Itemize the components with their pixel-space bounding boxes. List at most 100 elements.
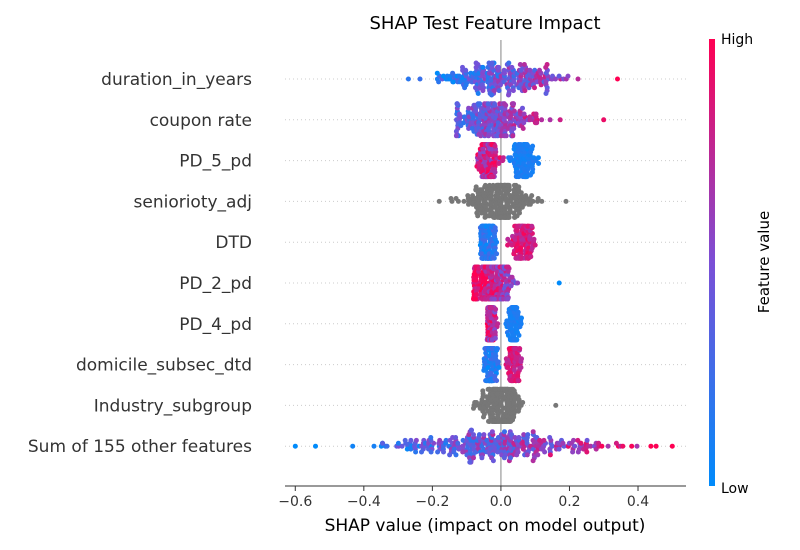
point bbox=[542, 449, 548, 455]
point bbox=[516, 435, 522, 440]
point bbox=[453, 133, 459, 139]
point bbox=[461, 198, 467, 204]
point bbox=[460, 64, 465, 70]
point bbox=[553, 76, 558, 82]
point bbox=[547, 117, 553, 123]
point bbox=[571, 437, 576, 443]
point bbox=[468, 427, 474, 433]
point bbox=[513, 305, 519, 311]
point bbox=[505, 264, 511, 270]
point bbox=[448, 196, 454, 201]
point bbox=[524, 142, 530, 148]
point bbox=[539, 198, 545, 204]
point bbox=[453, 196, 459, 201]
x-ticks: −0.6 −0.4 −0.2 0.0 0.2 0.4 bbox=[278, 486, 649, 510]
point bbox=[490, 255, 496, 261]
point bbox=[428, 435, 434, 440]
point bbox=[530, 198, 536, 204]
point bbox=[413, 437, 419, 443]
point bbox=[529, 223, 535, 229]
point bbox=[508, 455, 513, 461]
point bbox=[495, 359, 501, 365]
point bbox=[544, 62, 550, 67]
point bbox=[584, 437, 590, 443]
colorbar-low-label: Low bbox=[721, 481, 749, 497]
colorbar-title: Feature value bbox=[755, 211, 773, 313]
point bbox=[511, 101, 516, 107]
point bbox=[481, 414, 486, 420]
point bbox=[527, 114, 533, 120]
point bbox=[518, 365, 524, 370]
point bbox=[556, 446, 562, 452]
point bbox=[460, 437, 466, 443]
point bbox=[530, 458, 536, 464]
point bbox=[515, 394, 521, 400]
point bbox=[535, 196, 541, 201]
point bbox=[493, 306, 499, 312]
point bbox=[456, 111, 462, 117]
point bbox=[476, 432, 482, 438]
point bbox=[536, 161, 542, 166]
point bbox=[496, 161, 502, 166]
point bbox=[521, 120, 527, 126]
point bbox=[532, 67, 538, 73]
point bbox=[500, 155, 506, 161]
point bbox=[506, 182, 512, 188]
point bbox=[634, 443, 640, 449]
point bbox=[648, 443, 654, 449]
point bbox=[434, 70, 440, 76]
point bbox=[371, 443, 377, 449]
point bbox=[493, 346, 499, 352]
point bbox=[521, 201, 527, 207]
point bbox=[520, 400, 526, 405]
point bbox=[494, 251, 500, 257]
point bbox=[492, 169, 498, 175]
point bbox=[466, 105, 472, 111]
point bbox=[560, 440, 566, 446]
feature-label: PD_2_pd bbox=[179, 274, 252, 294]
point bbox=[525, 432, 531, 438]
point bbox=[486, 133, 491, 139]
point bbox=[515, 449, 521, 455]
point bbox=[501, 101, 507, 107]
feature-label: DTD bbox=[215, 233, 252, 253]
point bbox=[584, 449, 590, 455]
point bbox=[480, 64, 486, 70]
point bbox=[541, 437, 547, 443]
point bbox=[505, 296, 511, 302]
point bbox=[496, 64, 502, 70]
point bbox=[457, 79, 463, 85]
point bbox=[539, 117, 545, 123]
point bbox=[492, 296, 498, 302]
point bbox=[575, 437, 581, 443]
point bbox=[521, 62, 527, 67]
feature-label: duration_in_years bbox=[101, 70, 252, 90]
point bbox=[535, 155, 541, 161]
point bbox=[436, 79, 442, 85]
point bbox=[565, 73, 571, 79]
point bbox=[489, 418, 494, 424]
point bbox=[557, 117, 563, 123]
point bbox=[516, 346, 522, 352]
point bbox=[613, 440, 619, 446]
point bbox=[511, 126, 517, 131]
point bbox=[601, 117, 607, 123]
point bbox=[455, 440, 461, 446]
point bbox=[473, 296, 479, 302]
point bbox=[454, 101, 460, 107]
point bbox=[553, 402, 559, 408]
point bbox=[495, 449, 501, 455]
point bbox=[511, 414, 517, 420]
point bbox=[516, 184, 522, 190]
point bbox=[532, 85, 537, 91]
point bbox=[350, 443, 356, 449]
point bbox=[534, 120, 540, 126]
point bbox=[380, 440, 386, 446]
feature-label: domicile_subsec_dtd bbox=[76, 356, 252, 376]
point bbox=[556, 280, 562, 286]
point bbox=[503, 133, 509, 139]
point bbox=[419, 449, 424, 455]
point bbox=[511, 108, 517, 114]
point bbox=[447, 452, 453, 458]
